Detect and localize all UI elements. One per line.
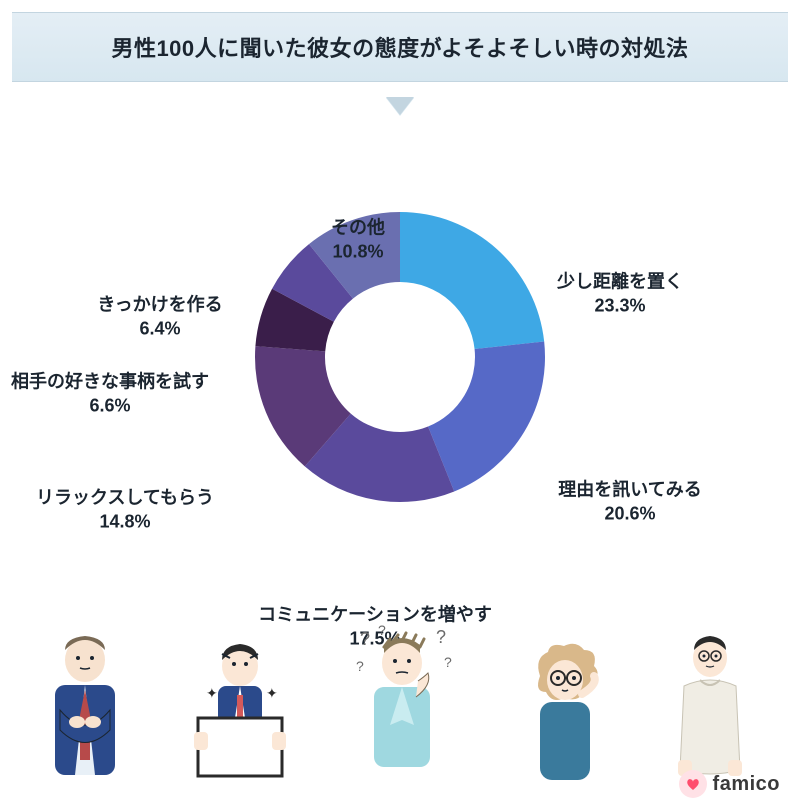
svg-text:✦: ✦ [266,685,278,701]
slice-label: その他10.8% [331,216,385,265]
person-holding-sign: ✦ ✦ [180,640,300,790]
svg-text:?: ? [444,654,452,670]
logo-mark-icon [679,770,707,798]
logo-text: famico [713,773,780,796]
people-illustration-row: ✦ ✦ ? ? ? ? ? [0,620,800,790]
banner-pointer [386,98,414,116]
slice-label: 少し距離を置く23.3% [557,270,683,319]
brand-logo: famico [679,770,780,798]
svg-text:?: ? [356,658,364,674]
donut-slice [400,212,544,349]
slice-label: きっかけを作る6.4% [97,293,222,342]
slice-label: リラックスしてもらう14.8% [36,486,214,535]
person-glasses-curly [510,640,620,790]
title-banner: 男性100人に聞いた彼女の態度がよそよそしい時の対処法 [12,12,788,82]
donut-svg [250,207,550,507]
svg-text:?: ? [360,629,370,649]
person-thinking: ? ? ? ? ? [340,625,470,790]
svg-text:?: ? [378,625,386,638]
person-businessman-arms-crossed [30,630,140,790]
donut-chart: 少し距離を置く23.3%理由を訊いてみる20.6%コミュニケーションを増やす17… [0,122,800,592]
page-title: 男性100人に聞いた彼女の態度がよそよそしい時の対処法 [20,31,780,63]
person-sweater [660,630,760,790]
donut-slice [428,342,545,492]
svg-text:?: ? [436,627,446,647]
slice-label: 理由を訊いてみる20.6% [558,478,701,527]
slice-label: 相手の好きな事柄を試す6.6% [11,370,209,419]
svg-text:✦: ✦ [206,685,218,701]
